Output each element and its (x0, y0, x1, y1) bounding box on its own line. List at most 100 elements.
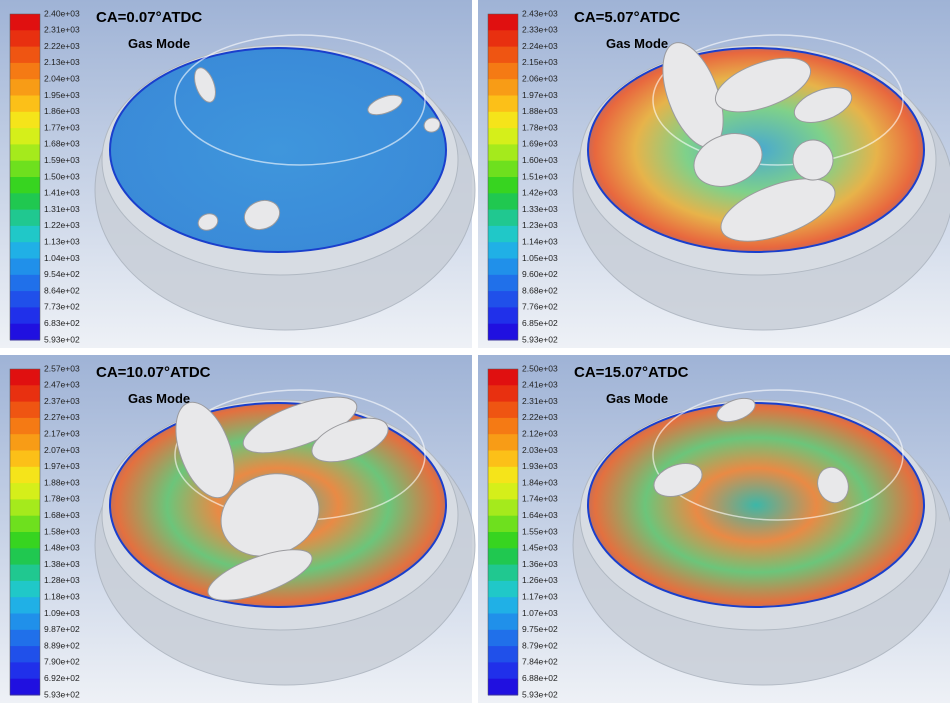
colorbar-band (488, 467, 518, 484)
colorbar-label: 1.64e+03 (522, 510, 558, 520)
colorbar-label: 1.93e+03 (522, 461, 558, 471)
colorbar-band (488, 646, 518, 663)
colorbar-label: 9.54e+02 (44, 269, 80, 279)
colorbar-band (10, 79, 40, 96)
colorbar-band (10, 565, 40, 582)
colorbar-band (488, 96, 518, 113)
colorbar-band (10, 646, 40, 663)
colorbar-band (488, 128, 518, 145)
colorbar-label: 1.68e+03 (44, 510, 80, 520)
colorbar-label: 1.59e+03 (44, 155, 80, 165)
colorbar-label: 1.04e+03 (44, 253, 80, 263)
colorbar-label: 1.23e+03 (522, 220, 558, 230)
colorbar-band (10, 418, 40, 435)
colorbar-band (10, 210, 40, 227)
colorbar-label: 2.07e+03 (44, 445, 80, 455)
colorbar-band (488, 112, 518, 129)
colorbar-label: 6.88e+02 (522, 673, 558, 683)
colorbar-label: 1.84e+03 (522, 477, 558, 487)
colorbar-band (10, 177, 40, 194)
colorbar-label: 2.41e+03 (522, 380, 558, 390)
colorbar-label: 5.93e+02 (522, 689, 558, 699)
colorbar-label: 1.74e+03 (522, 494, 558, 504)
colorbar-band (10, 630, 40, 647)
colorbar-band (488, 402, 518, 419)
colorbar-band (10, 14, 40, 31)
colorbar-label: 1.36e+03 (522, 559, 558, 569)
colorbar-band (488, 385, 518, 402)
colorbar-label: 2.12e+03 (522, 428, 558, 438)
colorbar-label: 1.95e+03 (44, 90, 80, 100)
colorbar-label: 2.22e+03 (522, 412, 558, 422)
colorbar-label: 1.78e+03 (44, 494, 80, 504)
colorbar-band (488, 307, 518, 324)
colorbar-label: 1.42e+03 (522, 188, 558, 198)
colorbar-label: 5.93e+02 (522, 334, 558, 344)
colorbar-band (488, 451, 518, 468)
colorbar-band (488, 63, 518, 80)
colorbar-label: 2.17e+03 (44, 428, 80, 438)
colorbar-label: 2.57e+03 (44, 363, 80, 373)
panel-subtitle: Gas Mode (606, 36, 668, 51)
colorbar-label: 2.31e+03 (522, 396, 558, 406)
colorbar-label: 7.73e+02 (44, 302, 80, 312)
colorbar-band (10, 662, 40, 679)
colorbar-band (10, 275, 40, 292)
panel-title: CA=10.07°ATDC (96, 364, 211, 381)
colorbar-label: 8.79e+02 (522, 640, 558, 650)
colorbar-band (10, 369, 40, 386)
colorbar-label: 8.64e+02 (44, 285, 80, 295)
colorbar-band (488, 630, 518, 647)
colorbar-band (10, 144, 40, 161)
colorbar-band (10, 30, 40, 47)
colorbar-label: 6.83e+02 (44, 318, 80, 328)
colorbar-label: 1.88e+03 (522, 106, 558, 116)
colorbar-band (488, 177, 518, 194)
panel: 2.43e+032.33e+032.24e+032.15e+032.06e+03… (478, 0, 950, 348)
colorbar-band (10, 226, 40, 243)
colorbar-band (10, 47, 40, 64)
colorbar-band (488, 516, 518, 533)
colorbar-band (488, 418, 518, 435)
colorbar-band (10, 516, 40, 533)
colorbar-band (488, 597, 518, 614)
colorbar-label: 1.09e+03 (44, 608, 80, 618)
panel-subtitle: Gas Mode (128, 391, 190, 406)
temperature-field (110, 48, 446, 252)
colorbar-band (10, 259, 40, 276)
colorbar-label: 1.17e+03 (522, 591, 558, 601)
colorbar-label: 1.97e+03 (522, 90, 558, 100)
colorbar-label: 2.50e+03 (522, 363, 558, 373)
colorbar-band (488, 30, 518, 47)
colorbar-label: 1.51e+03 (522, 171, 558, 181)
colorbar-label: 6.92e+02 (44, 673, 80, 683)
colorbar-band (488, 548, 518, 565)
colorbar-band (10, 614, 40, 631)
colorbar-label: 2.15e+03 (522, 57, 558, 67)
colorbar-band (10, 581, 40, 598)
colorbar-band (10, 385, 40, 402)
colorbar-band (488, 565, 518, 582)
colorbar-label: 7.90e+02 (44, 657, 80, 667)
panel-title: CA=15.07°ATDC (574, 364, 689, 381)
colorbar-band (488, 324, 518, 341)
colorbar-band (488, 483, 518, 500)
colorbar-band (10, 548, 40, 565)
colorbar-label: 1.55e+03 (522, 526, 558, 536)
colorbar-label: 1.18e+03 (44, 591, 80, 601)
colorbar-band (488, 532, 518, 549)
colorbar-band (488, 193, 518, 210)
colorbar-band (488, 662, 518, 679)
colorbar-label: 9.60e+02 (522, 269, 558, 279)
colorbar-label: 1.38e+03 (44, 559, 80, 569)
colorbar-label: 5.93e+02 (44, 689, 80, 699)
colorbar-label: 2.13e+03 (44, 57, 80, 67)
panel: 2.40e+032.31e+032.22e+032.13e+032.04e+03… (0, 0, 475, 348)
colorbar-band (488, 144, 518, 161)
colorbar-label: 2.31e+03 (44, 25, 80, 35)
panel: 2.50e+03 2.41e+03 2.31e+03 2.22e+03 2.12e+03… (478, 355, 950, 703)
colorbar-band (10, 499, 40, 516)
colorbar-band (10, 307, 40, 324)
colorbar-label: 1.58e+03 (44, 526, 80, 536)
panel: 2.57e+032.47e+032.37e+032.27e+032.17e+03… (0, 355, 475, 703)
